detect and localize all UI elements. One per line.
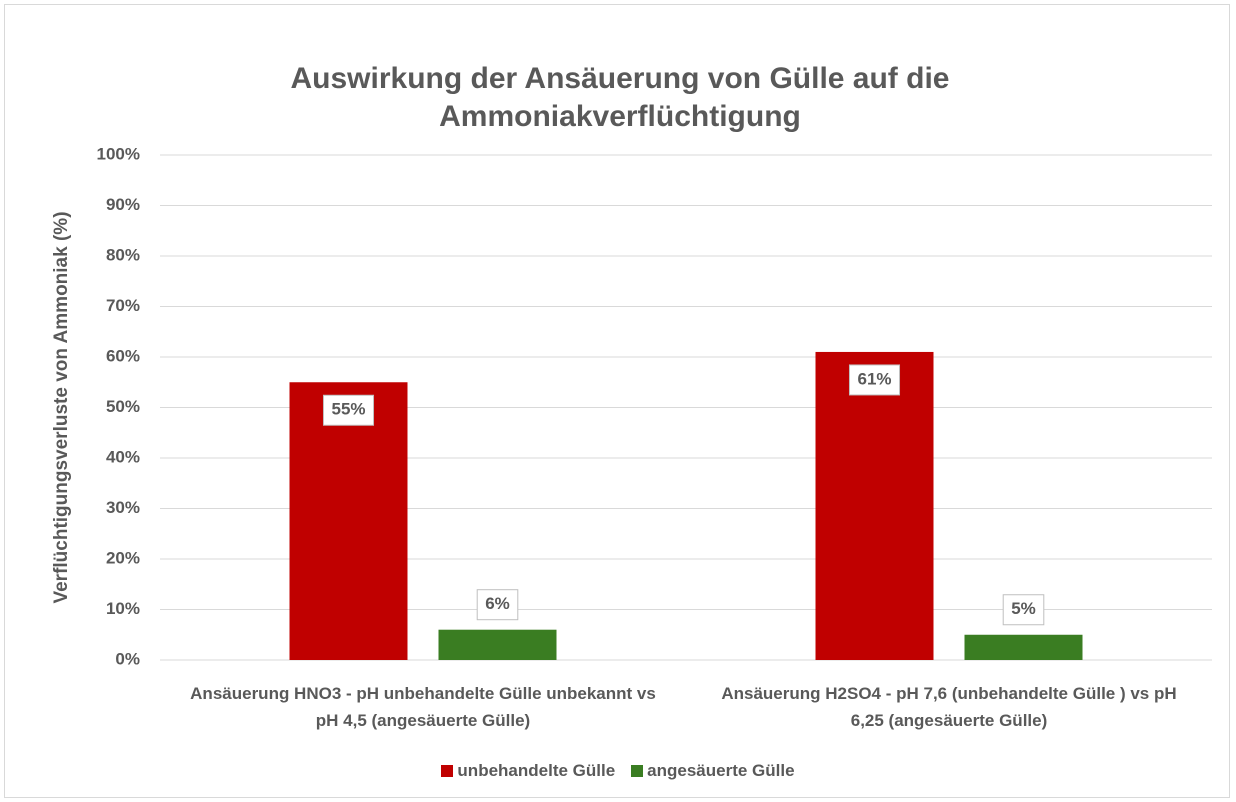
legend: unbehandelte Gülle angesäuerte Gülle bbox=[0, 761, 1236, 781]
y-axis-label: Verflüchtigungsverluste von Ammoniak (%) bbox=[51, 211, 72, 603]
y-tick-label: 80% bbox=[106, 245, 140, 264]
label-box bbox=[848, 364, 901, 396]
legend-swatch bbox=[631, 765, 644, 777]
legend-label: unbehandelte Gülle bbox=[457, 761, 616, 780]
x-tick-label: Ansäuerung H2SO4 - pH 7,6 (unbehandelte … bbox=[721, 684, 1177, 730]
y-tick-label: 20% bbox=[106, 548, 140, 567]
legend-item: unbehandelte Gülle bbox=[441, 761, 615, 781]
chart-border bbox=[4, 4, 1230, 798]
legend-item: angesäuerte Gülle bbox=[631, 761, 795, 781]
y-tick-label: 0% bbox=[115, 649, 140, 668]
y-tick-label: 70% bbox=[106, 296, 140, 315]
data-label: 55% bbox=[331, 400, 365, 419]
y-tick-label: 40% bbox=[106, 447, 140, 466]
y-tick-label: 90% bbox=[106, 195, 140, 214]
data-label: 61% bbox=[857, 369, 891, 388]
bar bbox=[438, 629, 557, 660]
y-tick-label: 60% bbox=[106, 346, 140, 365]
bar bbox=[289, 382, 408, 660]
y-tick-label: 10% bbox=[106, 599, 140, 618]
label-box bbox=[322, 394, 375, 426]
data-label: 5% bbox=[1011, 599, 1036, 618]
y-tick-label: 100% bbox=[97, 144, 140, 163]
legend-swatch bbox=[441, 765, 454, 777]
bar bbox=[964, 634, 1083, 660]
label-box bbox=[1002, 594, 1045, 626]
data-label: 6% bbox=[485, 594, 510, 613]
y-tick-label: 50% bbox=[106, 397, 140, 416]
label-box bbox=[476, 589, 519, 621]
chart-title: Auswirkung der Ansäuerung von Gülle auf … bbox=[290, 62, 950, 133]
y-tick-label: 30% bbox=[106, 498, 140, 517]
legend-label: angesäuerte Gülle bbox=[647, 761, 795, 780]
x-tick-label: Ansäuerung HNO3 - pH unbehandelte Gülle … bbox=[190, 684, 656, 730]
bar bbox=[815, 351, 934, 660]
